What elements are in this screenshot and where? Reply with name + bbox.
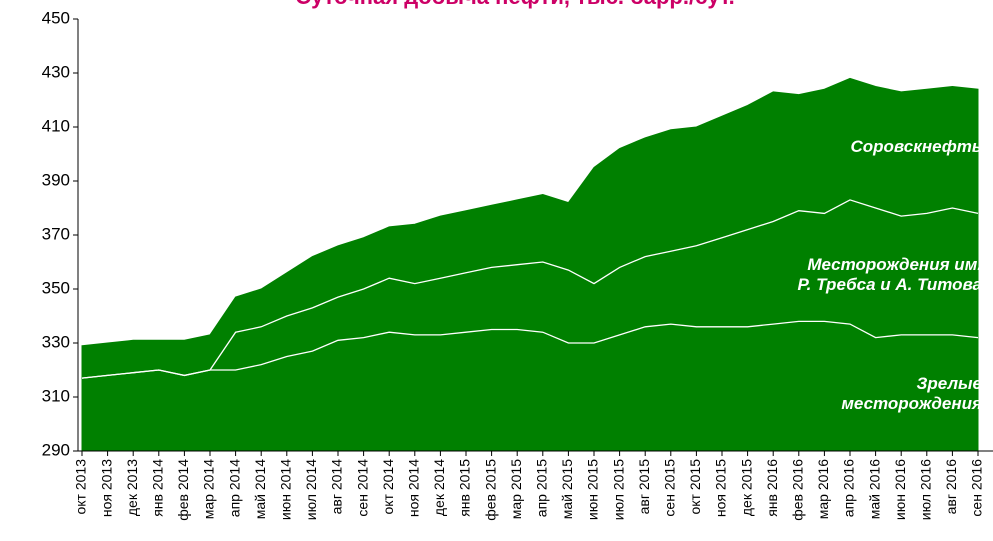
x-tick-label: июн 2014 [278, 459, 294, 520]
x-tick-label: май 2014 [252, 459, 268, 519]
x-tick-label: июл 2014 [303, 459, 319, 520]
x-tick-label: авг 2014 [329, 459, 345, 515]
x-tick-label: апр 2016 [841, 459, 857, 517]
x-tick-label: дек 2015 [738, 459, 754, 516]
x-tick-label: ноя 2015 [713, 459, 729, 517]
x-tick-label: окт 2015 [687, 459, 703, 515]
x-tick-label: апр 2015 [534, 459, 550, 517]
y-tick-label: 370 [42, 224, 70, 243]
x-tick-label: фев 2016 [790, 459, 806, 521]
x-tick-label: июн 2016 [892, 459, 908, 520]
x-tick-label: мар 2016 [815, 459, 831, 519]
x-tick-label: сен 2016 [969, 459, 985, 517]
x-tick-label: дек 2014 [431, 459, 447, 516]
segment-boundary [81, 199, 979, 379]
y-tick-label: 330 [42, 332, 70, 351]
x-tick-label: июн 2015 [585, 459, 601, 520]
series-label: месторождения [841, 394, 982, 413]
x-tick-label: окт 2014 [380, 459, 396, 515]
x-tick-label: дек 2013 [124, 459, 140, 516]
y-tick-label: 350 [42, 278, 70, 297]
series-label: Месторождения им. [807, 255, 982, 274]
y-tick-label: 430 [42, 62, 70, 81]
x-tick-label: авг 2015 [636, 459, 652, 515]
y-tick-label: 450 [42, 8, 70, 27]
x-tick-label: июл 2016 [918, 459, 934, 520]
x-tick-label: янв 2016 [764, 459, 780, 517]
chart-title: Суточная добыча нефти, тыс. барр./сут. [295, 0, 735, 9]
segment-boundary [81, 320, 979, 379]
x-tick-label: июл 2015 [610, 459, 626, 520]
x-tick-label: ноя 2013 [98, 459, 114, 517]
x-tick-label: авг 2016 [943, 459, 959, 515]
x-tick-label: фев 2015 [482, 459, 498, 521]
y-tick-label: 310 [42, 386, 70, 405]
x-tick-label: окт 2013 [73, 459, 89, 515]
y-tick-label: 410 [42, 116, 70, 135]
x-tick-label: май 2015 [559, 459, 575, 519]
x-tick-label: ноя 2014 [406, 459, 422, 517]
x-tick-label: сен 2014 [354, 459, 370, 517]
y-tick-label: 390 [42, 170, 70, 189]
x-tick-label: мар 2015 [508, 459, 524, 519]
x-tick-label: янв 2015 [457, 459, 473, 517]
x-tick-label: апр 2014 [226, 459, 242, 517]
series-label: Соровскнефть [850, 137, 982, 156]
series-label: Зрелые [916, 374, 982, 393]
series-label: Р. Требса и А. Титова [797, 275, 982, 294]
x-tick-label: мар 2014 [201, 459, 217, 519]
y-tick-label: 290 [42, 440, 70, 459]
x-tick-label: май 2016 [866, 459, 882, 519]
x-tick-label: янв 2014 [150, 459, 166, 517]
x-tick-label: фев 2014 [175, 459, 191, 521]
x-tick-label: сен 2015 [662, 459, 678, 517]
